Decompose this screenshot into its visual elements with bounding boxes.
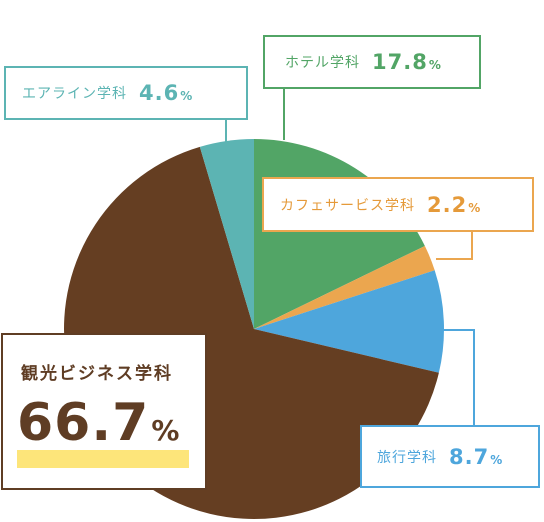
slice-travel — [254, 270, 444, 373]
callout-tourism-business: 観光ビジネス学科 66.7 % — [1, 333, 207, 490]
percent-unit: % — [490, 452, 503, 467]
percent-unit: % — [468, 200, 481, 215]
value-highlight-bar — [17, 450, 189, 468]
slice-value-hotel: 17.8 — [372, 50, 428, 74]
leader-line-travel — [440, 329, 475, 425]
slice-value-cafe-service: 2.2 — [427, 192, 468, 217]
callout-airline: エアライン学科 4.6 % — [4, 66, 248, 120]
slice-value-travel: 8.7 — [449, 444, 490, 469]
slice-value-tourism-business: 66.7 — [17, 393, 150, 453]
percent-unit: % — [180, 89, 193, 103]
slice-cafe-service — [254, 245, 435, 329]
slice-value-airline: 4.6 — [139, 81, 180, 105]
slice-label-hotel: ホテル学科 — [285, 55, 360, 71]
slice-label-airline: エアライン学科 — [22, 86, 127, 102]
slice-label-tourism-business: 観光ビジネス学科 — [21, 364, 173, 384]
percent-unit: % — [428, 58, 441, 72]
callout-travel: 旅行学科 8.7 % — [360, 425, 540, 488]
callout-hotel: ホテル学科 17.8 % — [263, 35, 481, 89]
slice-label-cafe-service: カフェサービス学科 — [280, 197, 415, 214]
slice-airline — [199, 139, 254, 329]
percent-unit: % — [151, 414, 180, 447]
callout-cafe-service: カフェサービス学科 2.2 % — [262, 177, 534, 232]
slice-label-travel: 旅行学科 — [377, 449, 437, 466]
leader-line-cafe-service — [436, 232, 473, 260]
